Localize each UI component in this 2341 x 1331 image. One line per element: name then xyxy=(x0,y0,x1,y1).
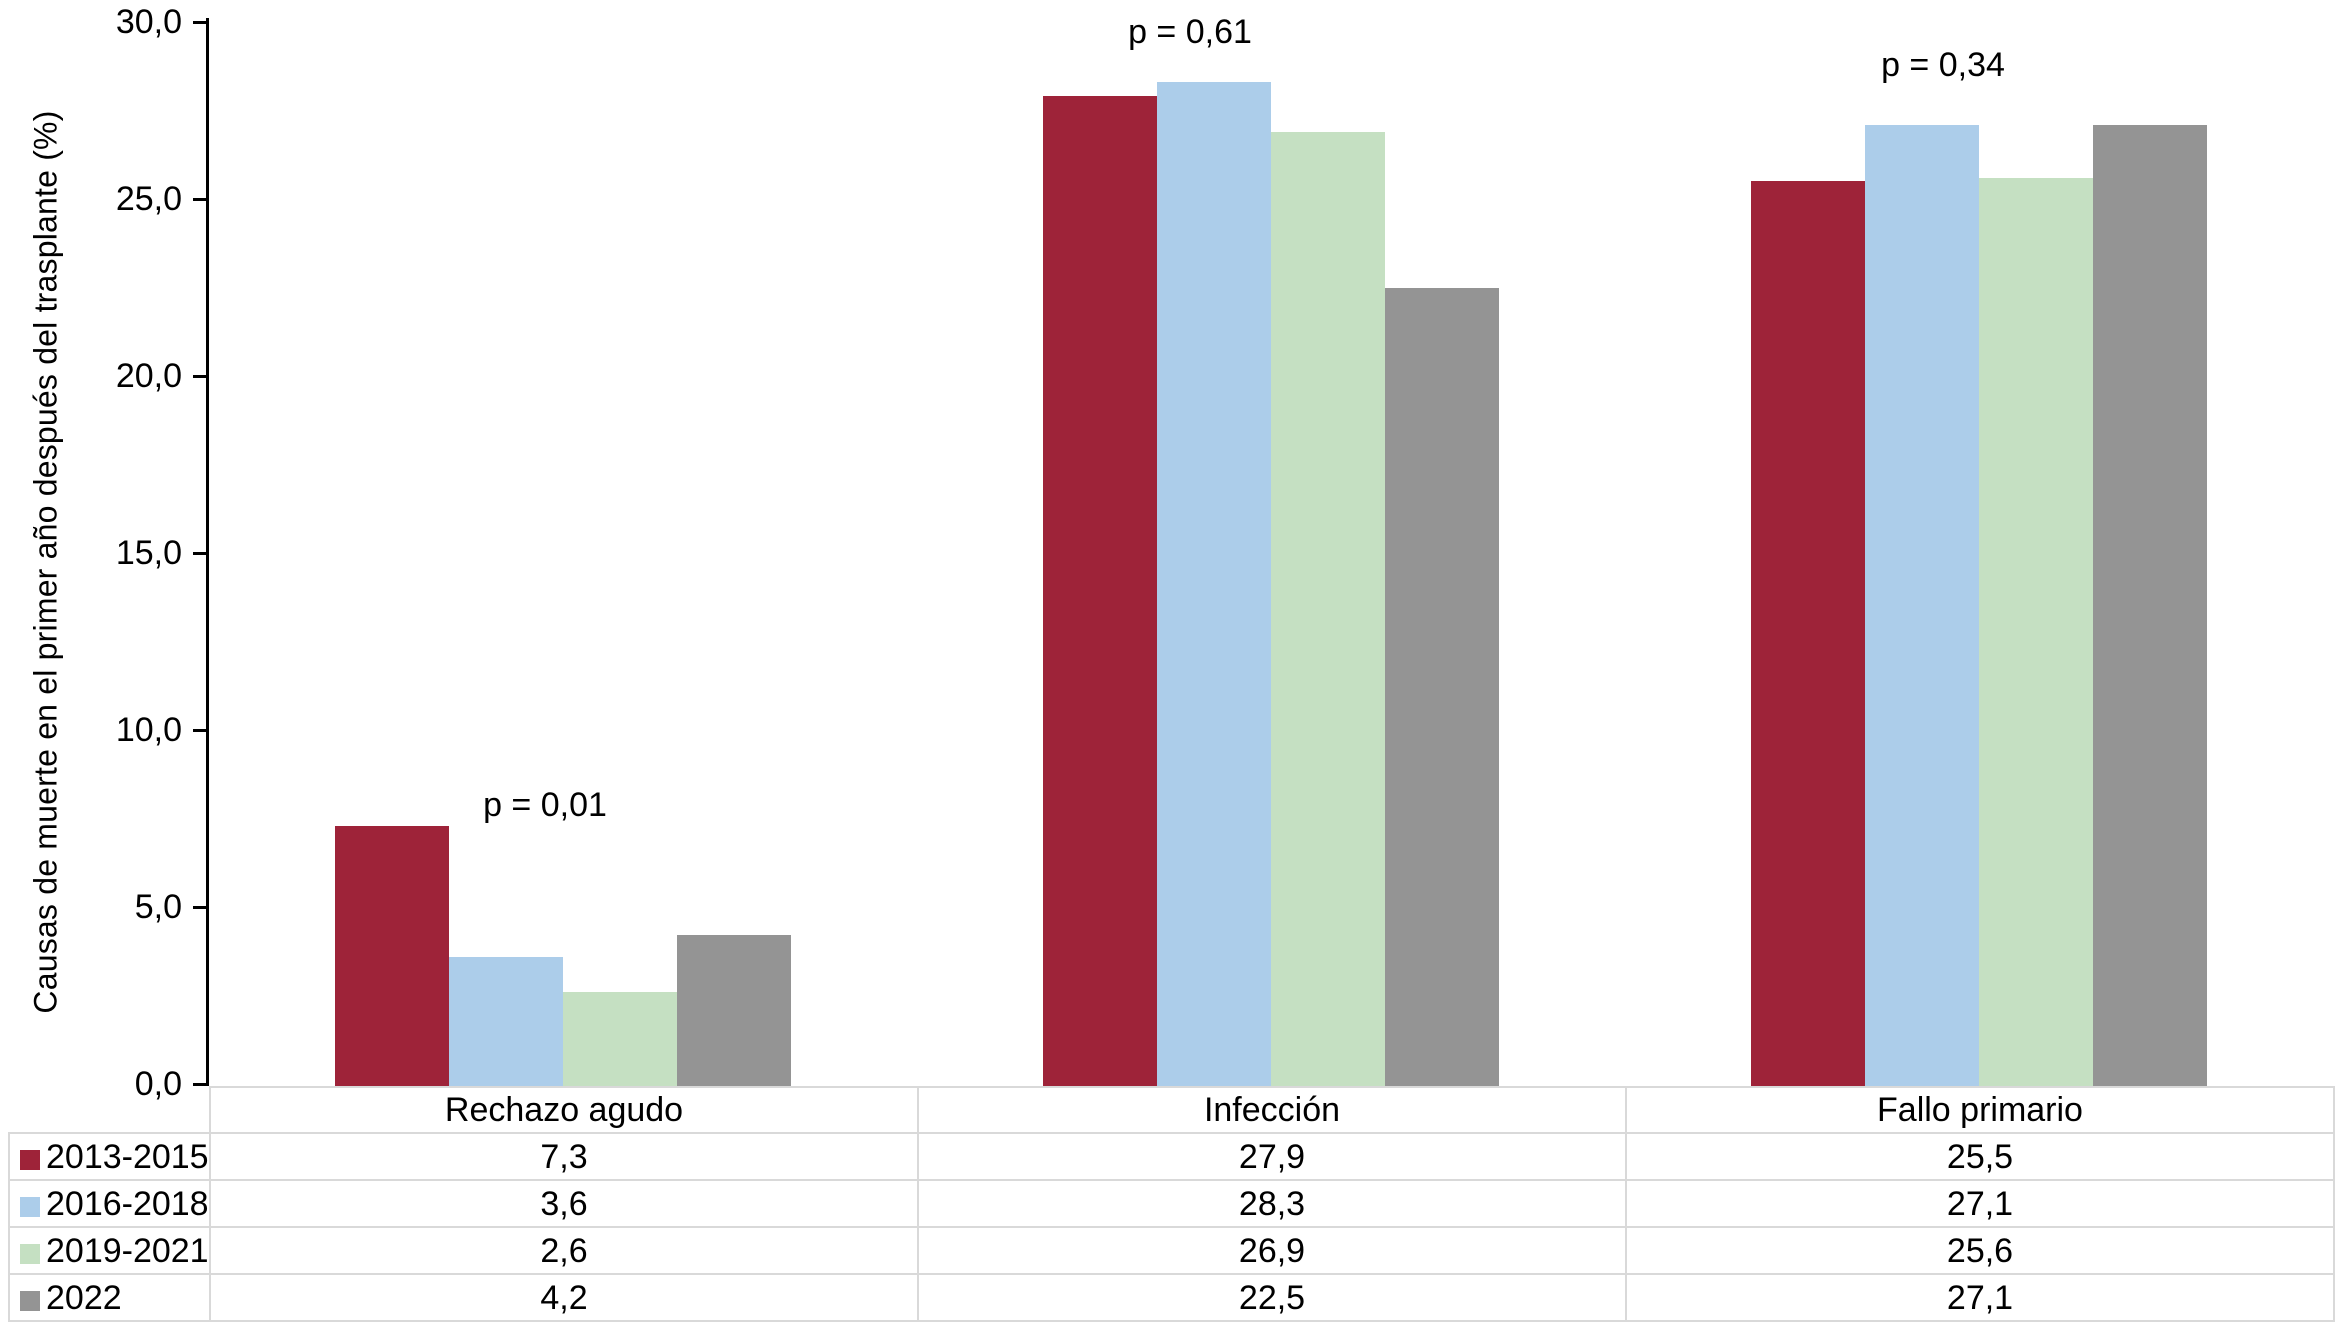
legend-swatch-2013-2015 xyxy=(20,1149,40,1170)
bar-2013-2015-rechazo-agudo xyxy=(335,825,449,1086)
bar-2022-infecci-n xyxy=(1385,287,1499,1086)
y-tick-label: 25,0 xyxy=(115,180,182,218)
legend-cell-2022: 2022 xyxy=(8,1273,211,1322)
bar-2013-2015-infecci-n xyxy=(1043,96,1157,1086)
value-cell-2022-fallo-primario: 27,1 xyxy=(1625,1273,2335,1322)
column-header-rechazo-agudo: Rechazo agudo xyxy=(209,1086,919,1134)
bar-2022-fallo-primario xyxy=(2093,124,2207,1086)
y-tick xyxy=(193,906,206,909)
y-axis-line xyxy=(206,18,209,1086)
column-header-infecci-n: Infección xyxy=(917,1086,1627,1134)
legend-cell-2016-2018: 2016-2018 xyxy=(8,1179,211,1228)
legend-swatch-2019-2021 xyxy=(20,1243,40,1264)
y-tick-label: 15,0 xyxy=(115,534,182,572)
legend-swatch-2016-2018 xyxy=(20,1196,40,1217)
value-cell-2013-2015-infecci-n: 27,9 xyxy=(917,1132,1627,1181)
series-label: 2013-2015 xyxy=(46,1137,209,1176)
data-table: Rechazo agudo Infección Fallo primario 2013… xyxy=(8,1086,2335,1322)
bar-2022-rechazo-agudo xyxy=(677,935,791,1086)
value-cell-2016-2018-rechazo-agudo: 3,6 xyxy=(209,1179,919,1228)
y-tick xyxy=(193,375,206,378)
value-cell-2022-rechazo-agudo: 4,2 xyxy=(209,1273,919,1322)
value-cell-2022-infecci-n: 22,5 xyxy=(917,1273,1627,1322)
bar-2016-2018-fallo-primario xyxy=(1865,124,1979,1086)
y-tick-label: 10,0 xyxy=(115,711,182,749)
value-cell-2016-2018-fallo-primario: 27,1 xyxy=(1625,1179,2335,1228)
y-tick xyxy=(193,552,206,555)
p-value-label-infecci-n: p = 0,61 xyxy=(1128,13,1252,51)
value-cell-2019-2021-infecci-n: 26,9 xyxy=(917,1226,1627,1275)
legend-cell-2019-2021: 2019-2021 xyxy=(8,1226,211,1275)
y-tick-label: 30,0 xyxy=(115,3,182,41)
y-tick xyxy=(193,21,206,24)
value-cell-2013-2015-rechazo-agudo: 7,3 xyxy=(209,1132,919,1181)
table-corner-cell xyxy=(9,1087,211,1134)
y-tick xyxy=(193,1083,206,1086)
bar-2019-2021-rechazo-agudo xyxy=(563,991,677,1086)
y-tick-label: 20,0 xyxy=(115,357,182,395)
p-value-label-rechazo-agudo: p = 0,01 xyxy=(483,786,607,824)
series-label: 2019-2021 xyxy=(46,1231,209,1270)
bar-2013-2015-fallo-primario xyxy=(1751,181,1865,1086)
y-tick xyxy=(193,198,206,201)
value-cell-2019-2021-fallo-primario: 25,6 xyxy=(1625,1226,2335,1275)
value-cell-2013-2015-fallo-primario: 25,5 xyxy=(1625,1132,2335,1181)
legend-cell-2013-2015: 2013-2015 xyxy=(8,1132,211,1181)
value-cell-2016-2018-infecci-n: 28,3 xyxy=(917,1179,1627,1228)
y-tick-label: 5,0 xyxy=(134,888,182,926)
legend-swatch-2022 xyxy=(20,1290,40,1311)
value-cell-2019-2021-rechazo-agudo: 2,6 xyxy=(209,1226,919,1275)
y-tick xyxy=(193,729,206,732)
bar-2019-2021-fallo-primario xyxy=(1979,177,2093,1086)
bar-2016-2018-rechazo-agudo xyxy=(449,956,563,1086)
series-label: 2016-2018 xyxy=(46,1184,209,1223)
column-header-fallo-primario: Fallo primario xyxy=(1625,1086,2335,1134)
bar-2016-2018-infecci-n xyxy=(1157,82,1271,1086)
bar-2019-2021-infecci-n xyxy=(1271,131,1385,1086)
p-value-label-fallo-primario: p = 0,34 xyxy=(1881,46,2005,84)
series-label: 2022 xyxy=(46,1278,122,1317)
